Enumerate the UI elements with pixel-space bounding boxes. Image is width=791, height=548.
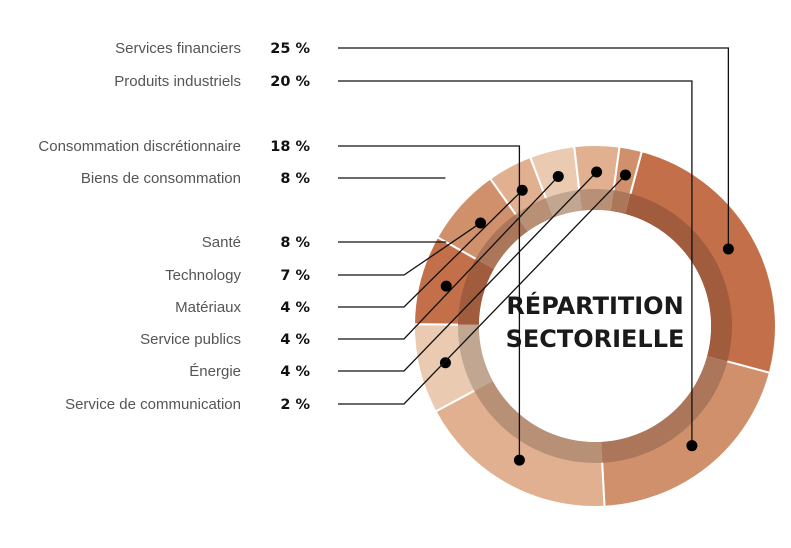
legend-value: 25 % <box>270 41 310 57</box>
legend-label: Matériaux <box>175 299 241 316</box>
leader-dot <box>619 169 631 181</box>
leader-dot <box>440 280 452 292</box>
donut-slice-band <box>610 190 631 214</box>
legend-label: Technology <box>165 267 241 284</box>
leader-line <box>338 174 626 405</box>
donut-slice-band <box>474 380 603 463</box>
legend-value: 20 % <box>270 74 310 90</box>
leader-dot <box>686 440 698 452</box>
legend-label: Produits industriels <box>114 73 241 90</box>
leader-line <box>338 47 730 249</box>
leader-lines <box>338 47 734 466</box>
leader-line <box>338 222 481 276</box>
legend-label: Biens de consommation <box>81 170 241 187</box>
legend-value: 7 % <box>280 268 310 284</box>
donut-slice-band <box>579 189 614 212</box>
leader-line <box>338 171 598 372</box>
legend-value: 4 % <box>280 300 310 316</box>
leader-line <box>338 145 521 461</box>
leader-dot <box>475 217 487 229</box>
leader-dot <box>516 184 528 196</box>
legend-value: 8 % <box>280 235 310 251</box>
leader-dot <box>513 454 525 466</box>
donut-slice-band <box>458 258 494 325</box>
leader-dot <box>722 243 734 255</box>
legend-value: 4 % <box>280 364 310 380</box>
leader-line <box>338 175 559 340</box>
donut-hole <box>479 210 711 442</box>
legend-label: Santé <box>202 234 241 251</box>
donut-slice-band <box>458 324 493 391</box>
donut-slice-band <box>625 193 732 362</box>
legend-value: 18 % <box>270 139 310 155</box>
chart-title-line-1: RÉPARTITION <box>506 291 683 320</box>
legend-label: Service de communication <box>65 396 241 413</box>
leader-line <box>338 189 523 308</box>
donut-slice-band <box>601 356 728 463</box>
chart-title-line-2: SECTORIELLE <box>506 325 685 353</box>
donut-slice-band <box>515 198 554 232</box>
legend-label: Service publics <box>140 331 241 348</box>
legend-value: 2 % <box>280 397 310 413</box>
legend-value: 8 % <box>280 171 310 187</box>
leader-dot <box>439 357 451 369</box>
leader-line <box>338 80 693 446</box>
leader-dot <box>552 170 564 182</box>
leader-dot <box>591 166 603 178</box>
legend-value: 4 % <box>280 332 310 348</box>
legend-label: Énergie <box>189 363 241 380</box>
legend-label: Consommation discrétionnaire <box>38 138 241 155</box>
legend-labels: Services financiers 25 % Produits industri… <box>38 40 310 413</box>
donut-slice-band <box>475 214 528 270</box>
legend-label: Services financiers <box>115 40 241 57</box>
